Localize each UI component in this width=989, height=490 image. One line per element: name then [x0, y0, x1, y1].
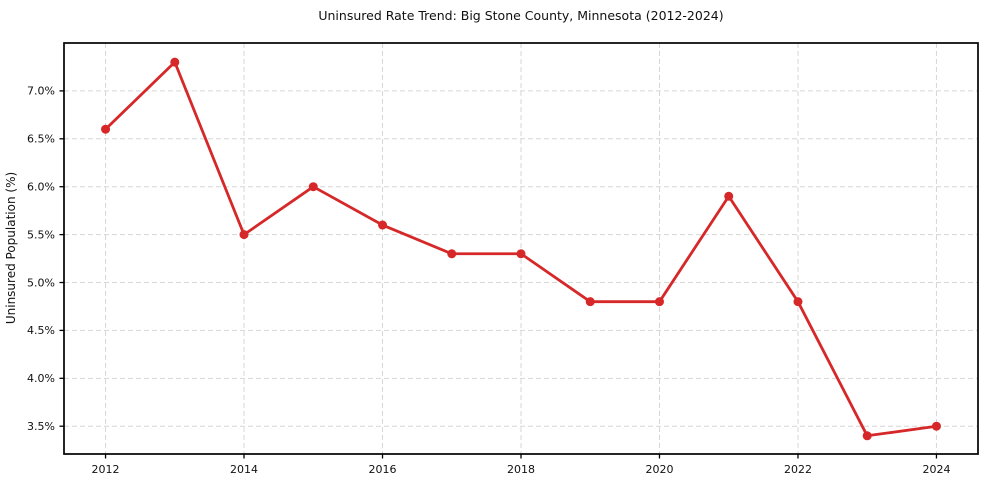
y-tick-label: 5.5% — [27, 228, 55, 241]
data-point — [724, 191, 734, 201]
x-tick-label: 2022 — [784, 463, 812, 476]
plot-border — [63, 42, 979, 455]
data-point — [308, 182, 318, 192]
data-point — [516, 249, 526, 259]
y-tick-label: 7.0% — [27, 85, 55, 98]
data-point — [585, 297, 595, 307]
y-tick-label: 5.0% — [27, 276, 55, 289]
data-point — [378, 220, 388, 230]
y-tick-label: 6.0% — [27, 181, 55, 194]
y-tick-label: 6.5% — [27, 133, 55, 146]
data-point — [101, 124, 111, 134]
data-point — [862, 431, 872, 441]
x-tick-label: 2020 — [645, 463, 673, 476]
x-tick-label: 2016 — [369, 463, 397, 476]
x-tick-label: 2018 — [507, 463, 535, 476]
x-tick-label: 2012 — [92, 463, 120, 476]
y-tick-label: 4.0% — [27, 372, 55, 385]
data-point — [447, 249, 457, 259]
y-tick-label: 4.5% — [27, 324, 55, 337]
y-tick-label: 3.5% — [27, 420, 55, 433]
data-point — [170, 57, 180, 67]
data-point — [793, 297, 803, 307]
data-point — [654, 297, 664, 307]
chart-title: Uninsured Rate Trend: Big Stone County, … — [318, 8, 724, 23]
x-tick-label: 2024 — [922, 463, 950, 476]
data-point — [239, 230, 249, 240]
data-point — [931, 421, 941, 431]
x-tick-label: 2014 — [230, 463, 258, 476]
